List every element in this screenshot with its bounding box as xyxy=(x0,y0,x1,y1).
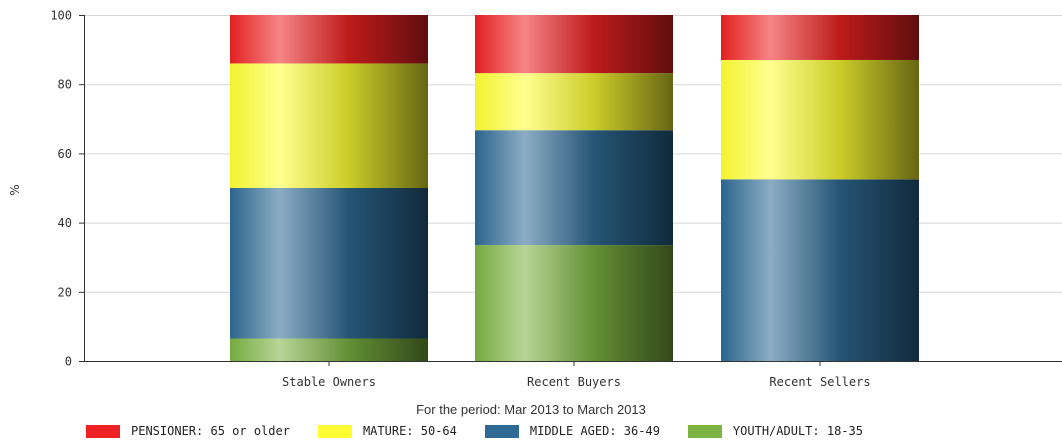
y-tick-label: 0 xyxy=(65,355,72,369)
legend-item-youth-adult[interactable]: YOUTH/ADULT: 18-35 xyxy=(687,424,863,438)
legend-item-mature[interactable]: MATURE: 50-64 xyxy=(317,424,457,438)
x-category-label: Recent Buyers xyxy=(527,375,621,389)
bar-segment[interactable] xyxy=(721,59,919,180)
legend-swatch-mature xyxy=(317,424,352,438)
y-tick-label: 80 xyxy=(58,78,72,92)
legend-label-middle-aged: MIDDLE AGED: 36-49 xyxy=(529,424,660,438)
y-tick-label: 40 xyxy=(58,216,72,230)
bar-segment[interactable] xyxy=(475,15,673,74)
legend-swatch-pensioner xyxy=(86,424,120,438)
y-tick-label: 60 xyxy=(58,147,72,161)
bar-segment[interactable] xyxy=(230,15,428,64)
period-caption: For the period: Mar 2013 to March 2013 xyxy=(416,402,646,417)
bar-segment[interactable] xyxy=(475,130,673,246)
bar-segment[interactable] xyxy=(230,188,428,339)
bar-segment[interactable] xyxy=(475,245,673,361)
bars xyxy=(230,15,919,361)
x-category-label: Recent Sellers xyxy=(769,375,870,389)
legend-swatch-youth-adult xyxy=(687,424,722,438)
legend: PENSIONER: 65 or older MATURE: 50-64 MID… xyxy=(86,424,891,438)
bar-segment[interactable] xyxy=(721,179,919,361)
axes: 0 20 40 60 80 100 Stable Owners Recent Buyers Re… xyxy=(50,9,1062,389)
bar-segment[interactable] xyxy=(230,63,428,188)
y-tick-label: 100 xyxy=(50,9,72,23)
bar-segment[interactable] xyxy=(721,15,919,60)
legend-label-youth-adult: YOUTH/ADULT: 18-35 xyxy=(732,424,863,438)
legend-item-middle-aged[interactable]: MIDDLE AGED: 36-49 xyxy=(484,424,660,438)
stacked-bar-chart: 0 20 40 60 80 100 Stable Owners Recent Buyers Re… xyxy=(8,9,1062,389)
legend-item-pensioner[interactable]: PENSIONER: 65 or older xyxy=(86,424,290,438)
y-tick-label: 20 xyxy=(58,285,72,299)
y-axis-title: % xyxy=(8,184,22,195)
legend-label-mature: MATURE: 50-64 xyxy=(362,424,457,438)
legend-swatch-middle-aged xyxy=(484,424,519,438)
legend-label-pensioner: PENSIONER: 65 or older xyxy=(131,424,290,438)
x-category-label: Stable Owners xyxy=(282,375,376,389)
bar-segment[interactable] xyxy=(230,338,428,361)
bar-segment[interactable] xyxy=(475,73,673,131)
